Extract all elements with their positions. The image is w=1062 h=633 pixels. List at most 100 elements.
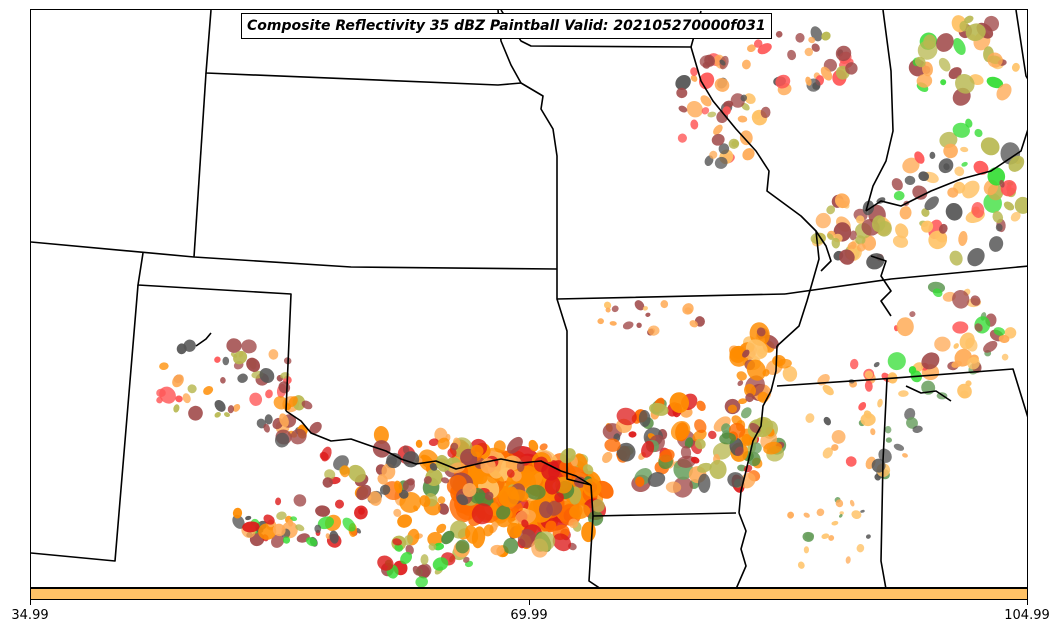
- reflectivity-blob: [949, 250, 963, 266]
- reflectivity-blob: [737, 115, 748, 123]
- reflectivity-blob: [533, 456, 549, 472]
- reflectivity-blob: [916, 74, 933, 88]
- reflectivity-blob: [677, 133, 688, 143]
- reflectivity-blob: [962, 180, 980, 199]
- reflectivity-blob: [1010, 211, 1021, 222]
- reflectivity-blob: [964, 15, 974, 24]
- reflectivity-blob: [539, 443, 548, 451]
- reflectivity-blob: [895, 223, 909, 239]
- reflectivity-blob: [1003, 201, 1015, 211]
- state-border: [815, 230, 832, 272]
- reflectivity-blob: [953, 343, 959, 349]
- reflectivity-blob: [233, 350, 248, 365]
- reflectivity-blob: [295, 524, 305, 532]
- reflectivity-blob: [700, 95, 712, 107]
- reflectivity-blob: [275, 497, 282, 506]
- reflectivity-blob: [597, 318, 604, 325]
- reflectivity-blob: [282, 536, 291, 544]
- reflectivity-blob: [731, 415, 743, 426]
- reflectivity-blob: [709, 150, 718, 159]
- reflectivity-blob: [582, 464, 594, 475]
- reflectivity-blob: [423, 476, 432, 484]
- reflectivity-blob: [817, 373, 830, 386]
- reflectivity-blob: [847, 241, 857, 251]
- reflectivity-blob: [290, 428, 307, 445]
- reflectivity-blob: [356, 484, 372, 501]
- reflectivity-blob: [719, 59, 726, 66]
- reflectivity-blob: [987, 52, 1003, 68]
- reflectivity-blob: [342, 517, 356, 532]
- reflectivity-blob: [722, 106, 731, 115]
- reflectivity-blob: [967, 247, 985, 267]
- reflectivity-blob: [745, 339, 768, 360]
- reflectivity-blob: [591, 499, 605, 513]
- reflectivity-blob: [958, 231, 968, 246]
- reflectivity-blob: [690, 456, 700, 464]
- reflectivity-blob: [826, 205, 836, 215]
- reflectivity-blob: [450, 520, 468, 539]
- reflectivity-blob: [776, 358, 792, 369]
- reflectivity-blob: [912, 185, 928, 200]
- reflectivity-blob: [992, 211, 1004, 224]
- reflectivity-blob: [587, 510, 604, 526]
- reflectivity-blob: [471, 503, 494, 525]
- reflectivity-blob: [455, 539, 470, 554]
- reflectivity-blob: [839, 511, 844, 515]
- reflectivity-blob: [960, 146, 969, 153]
- map-title: Composite Reflectivity 35 dBZ Paintball …: [241, 13, 772, 39]
- reflectivity-blob: [714, 77, 730, 92]
- reflectivity-blob: [642, 306, 648, 311]
- reflectivity-blob: [808, 36, 816, 44]
- reflectivity-blob: [670, 420, 691, 441]
- reflectivity-blob: [534, 531, 556, 552]
- reflectivity-blob: [226, 338, 242, 353]
- reflectivity-blob: [739, 130, 753, 146]
- reflectivity-blob: [891, 178, 903, 191]
- reflectivity-blob: [795, 33, 805, 43]
- reflectivity-blob: [921, 352, 940, 370]
- state-border: [556, 269, 786, 300]
- reflectivity-blob: [402, 479, 415, 492]
- reflectivity-blob: [429, 463, 438, 471]
- reflectivity-blob: [750, 442, 762, 454]
- reflectivity-blob: [775, 74, 791, 89]
- reflectivity-blob: [279, 413, 289, 428]
- reflectivity-blob: [271, 534, 285, 548]
- state-border: [905, 385, 952, 402]
- reflectivity-blob: [690, 119, 699, 130]
- reflectivity-blob: [377, 555, 394, 571]
- reflectivity-blob: [849, 358, 859, 370]
- reflectivity-blob: [293, 494, 307, 507]
- reflectivity-blob: [258, 523, 277, 540]
- reflectivity-blob: [187, 384, 197, 394]
- reflectivity-blob: [918, 171, 930, 182]
- reflectivity-blob: [441, 477, 450, 484]
- reflectivity-blob: [246, 357, 261, 372]
- reflectivity-blob: [272, 523, 286, 537]
- reflectivity-blob: [849, 230, 857, 241]
- reflectivity-blob: [983, 340, 998, 353]
- reflectivity-blob: [708, 430, 717, 440]
- reflectivity-blob: [967, 356, 980, 370]
- reflectivity-blob: [831, 444, 839, 451]
- reflectivity-blob: [998, 334, 1010, 344]
- state-border: [137, 252, 292, 412]
- reflectivity-blob: [214, 411, 221, 418]
- map-canvas: [31, 10, 1027, 587]
- reflectivity-blob: [760, 106, 771, 119]
- reflectivity-blob: [696, 400, 706, 411]
- reflectivity-blob: [923, 34, 936, 49]
- reflectivity-blob: [902, 157, 920, 174]
- reflectivity-blob: [274, 432, 290, 448]
- reflectivity-blob: [921, 380, 936, 395]
- reflectivity-blob: [456, 494, 469, 506]
- reflectivity-blob: [418, 563, 432, 577]
- reflectivity-blob: [672, 476, 693, 498]
- reflectivity-blob: [1001, 353, 1009, 361]
- reflectivity-blob: [227, 405, 235, 414]
- reflectivity-blob: [339, 465, 350, 478]
- reflectivity-blob: [734, 446, 744, 457]
- state-border: [776, 368, 1027, 418]
- reflectivity-blob: [659, 449, 675, 463]
- reflectivity-blob: [709, 459, 727, 480]
